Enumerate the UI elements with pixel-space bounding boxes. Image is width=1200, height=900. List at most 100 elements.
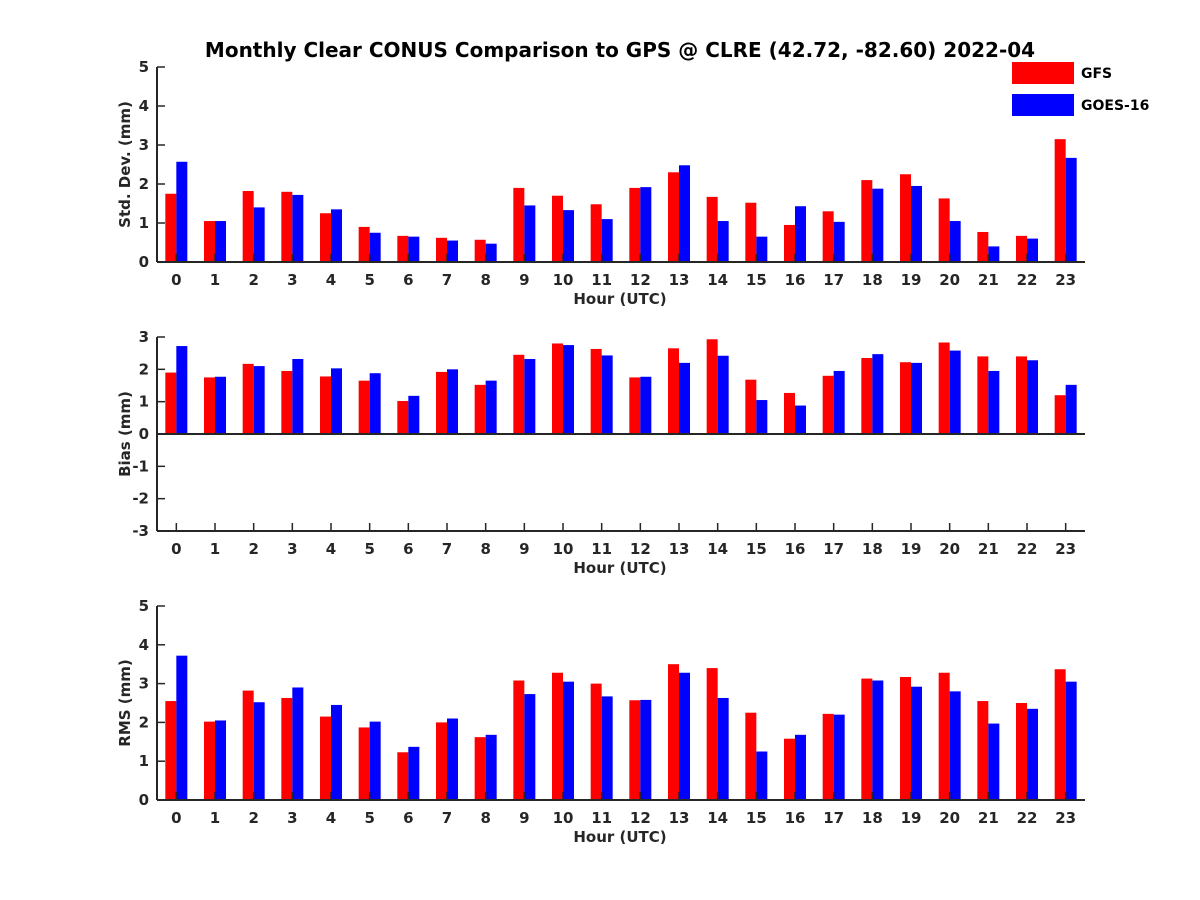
bar-gfs-hour-5 xyxy=(358,727,370,800)
bar-gfs-hour-0 xyxy=(165,193,177,262)
bar-goes-16-hour-20 xyxy=(949,691,961,800)
bar-gfs-hour-14 xyxy=(706,339,718,434)
y-tick-label: 5 xyxy=(139,58,149,76)
bar-goes-16-hour-17 xyxy=(833,714,845,800)
y-axis-label: Std. Dev. (mm) xyxy=(116,101,134,228)
bar-goes-16-hour-6 xyxy=(408,236,420,262)
bar-goes-16-hour-19 xyxy=(911,686,922,800)
bar-goes-16-hour-18 xyxy=(872,680,884,800)
y-tick-label: 2 xyxy=(139,713,149,731)
x-tick-label: 10 xyxy=(553,271,574,289)
y-tick-label: 5 xyxy=(139,597,149,615)
bar-gfs-hour-10 xyxy=(552,195,563,262)
bar-gfs-hour-4 xyxy=(320,376,331,434)
x-tick-label: 12 xyxy=(630,809,651,827)
x-tick-label: 15 xyxy=(746,540,767,558)
x-tick-label: 7 xyxy=(442,540,452,558)
y-tick-label: 1 xyxy=(139,214,149,232)
y-tick-label: 3 xyxy=(139,675,149,693)
bar-goes-16-hour-1 xyxy=(215,720,226,800)
bar-goes-16-hour-0 xyxy=(176,161,188,262)
bar-gfs-hour-18 xyxy=(861,678,873,800)
bar-gfs-hour-16 xyxy=(784,738,795,800)
bar-goes-16-hour-20 xyxy=(949,221,961,262)
bar-goes-16-hour-13 xyxy=(679,165,690,262)
bar-goes-16-hour-7 xyxy=(447,718,458,800)
bar-gfs-hour-1 xyxy=(204,221,215,262)
bar-gfs-hour-16 xyxy=(784,224,795,262)
x-axis-label: Hour (UTC) xyxy=(573,559,666,577)
bar-gfs-hour-4 xyxy=(320,716,331,800)
bar-goes-16-hour-18 xyxy=(872,188,884,262)
bar-gfs-hour-10 xyxy=(552,343,563,434)
bar-gfs-hour-13 xyxy=(668,348,679,434)
bar-goes-16-hour-7 xyxy=(447,369,458,434)
bar-gfs-hour-23 xyxy=(1054,669,1066,800)
x-tick-label: 7 xyxy=(442,271,452,289)
bar-goes-16-hour-21 xyxy=(988,723,1000,800)
bar-goes-16-hour-9 xyxy=(524,694,536,800)
bar-goes-16-hour-6 xyxy=(408,395,420,434)
legend-swatch-goes-16 xyxy=(1012,94,1074,116)
bar-goes-16-hour-4 xyxy=(331,368,342,434)
legend-label-gfs: GFS xyxy=(1081,66,1112,82)
bar-goes-16-hour-4 xyxy=(331,704,342,800)
x-tick-label: 9 xyxy=(519,540,529,558)
bar-goes-16-hour-10 xyxy=(563,345,574,434)
bar-gfs-hour-0 xyxy=(165,701,177,800)
bar-gfs-hour-2 xyxy=(242,191,254,262)
bar-goes-16-hour-6 xyxy=(408,746,420,800)
bar-gfs-hour-17 xyxy=(822,211,834,262)
bar-gfs-hour-13 xyxy=(668,172,679,262)
bar-gfs-hour-23 xyxy=(1054,139,1066,262)
bar-gfs-hour-19 xyxy=(900,174,911,262)
x-tick-label: 23 xyxy=(1055,540,1076,558)
bar-goes-16-hour-15 xyxy=(756,751,768,800)
bar-gfs-hour-19 xyxy=(900,362,911,434)
bar-gfs-hour-4 xyxy=(320,213,331,262)
x-tick-label: 18 xyxy=(862,809,883,827)
x-tick-label: 18 xyxy=(862,540,883,558)
legend: GFS GOES-16 xyxy=(1012,62,1149,116)
x-tick-label: 17 xyxy=(823,809,844,827)
x-tick-label: 8 xyxy=(480,809,490,827)
bar-goes-16-hour-11 xyxy=(601,219,613,262)
bar-goes-16-hour-23 xyxy=(1065,157,1077,262)
bar-goes-16-hour-23 xyxy=(1065,681,1077,800)
x-tick-label: 10 xyxy=(553,540,574,558)
x-tick-label: 6 xyxy=(403,540,413,558)
bar-gfs-hour-8 xyxy=(474,737,486,800)
bar-goes-16-hour-16 xyxy=(795,405,806,434)
bar-goes-16-hour-17 xyxy=(833,370,845,434)
x-tick-label: 12 xyxy=(630,540,651,558)
y-tick-label: 1 xyxy=(139,752,149,770)
x-tick-label: 19 xyxy=(901,809,922,827)
bar-gfs-hour-12 xyxy=(629,700,641,800)
bar-gfs-hour-15 xyxy=(745,379,757,434)
x-tick-label: 13 xyxy=(669,540,690,558)
bar-goes-16-hour-9 xyxy=(524,358,536,434)
bar-goes-16-hour-12 xyxy=(640,376,652,434)
bar-goes-16-hour-14 xyxy=(717,355,729,434)
x-tick-label: 14 xyxy=(707,809,728,827)
x-tick-label: 13 xyxy=(669,271,690,289)
x-tick-label: 19 xyxy=(901,540,922,558)
y-tick-label: 3 xyxy=(139,136,149,154)
bar-goes-16-hour-3 xyxy=(292,194,304,262)
x-tick-label: 22 xyxy=(1017,271,1038,289)
x-tick-label: 15 xyxy=(746,271,767,289)
bar-gfs-hour-14 xyxy=(706,668,718,800)
x-tick-label: 11 xyxy=(591,540,612,558)
x-tick-label: 2 xyxy=(248,540,258,558)
y-tick-label: 3 xyxy=(139,328,149,346)
x-tick-label: 21 xyxy=(978,540,999,558)
bar-gfs-hour-12 xyxy=(629,377,641,434)
bar-gfs-hour-3 xyxy=(281,191,293,262)
bar-gfs-hour-10 xyxy=(552,672,563,800)
bar-goes-16-hour-13 xyxy=(679,362,690,434)
x-tick-label: 11 xyxy=(591,271,612,289)
x-axis-label: Hour (UTC) xyxy=(573,828,666,846)
